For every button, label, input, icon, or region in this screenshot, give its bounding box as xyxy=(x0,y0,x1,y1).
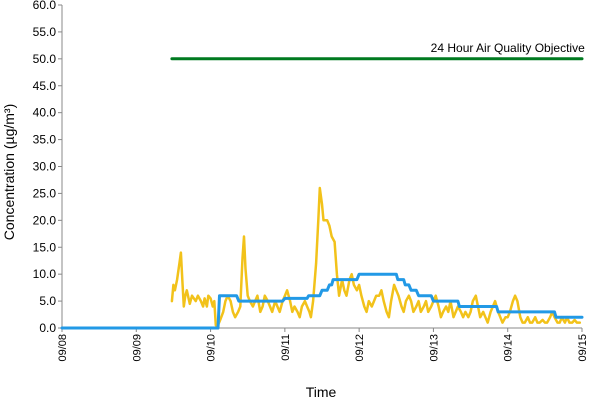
x-tick-label: 09/09 xyxy=(131,334,143,362)
x-ticks: 09/08 09/09 09/10 09/11 09/12 09/13 09/14 09/15 xyxy=(57,328,589,362)
y-tick-label: 5.0 xyxy=(39,294,56,308)
y-ticks: 0.0 5.0 10.0 15.0 20.0 25.0 30.0 35.0 40.0 45.0 50… xyxy=(33,0,62,335)
series-line-running-24h-mean xyxy=(60,272,584,330)
series-line-hourly xyxy=(170,186,582,327)
x-tick-label: 09/11 xyxy=(280,334,292,361)
annotation-label: 24 Hour Air Quality Objective xyxy=(431,41,585,55)
x-tick-label: 09/10 xyxy=(206,334,218,362)
y-tick-label: 30.0 xyxy=(33,160,57,174)
y-tick-label: 0.0 xyxy=(39,321,56,335)
x-tick-label: 09/12 xyxy=(354,334,366,362)
annotations: 24 Hour Air Quality Objective xyxy=(431,41,585,55)
y-tick-label: 50.0 xyxy=(33,52,57,66)
x-axis-title: Time xyxy=(306,384,337,400)
y-tick-label: 60.0 xyxy=(33,0,57,12)
y-tick-label: 10.0 xyxy=(33,267,57,281)
y-axis-title: Concentration (µg/m³) xyxy=(1,104,17,240)
y-tick-label: 45.0 xyxy=(33,79,57,93)
x-tick-label: 09/15 xyxy=(577,334,589,362)
y-tick-label: 20.0 xyxy=(33,213,57,227)
x-tick-label: 09/13 xyxy=(428,334,440,362)
y-tick-label: 55.0 xyxy=(33,25,57,39)
x-tick-label: 09/08 xyxy=(57,334,69,362)
y-tick-label: 35.0 xyxy=(33,133,57,147)
y-tick-label: 25.0 xyxy=(33,186,57,200)
y-tick-label: 15.0 xyxy=(33,240,57,254)
x-tick-label: 09/14 xyxy=(503,334,515,362)
y-tick-label: 40.0 xyxy=(33,106,57,120)
series-layer xyxy=(60,57,584,330)
